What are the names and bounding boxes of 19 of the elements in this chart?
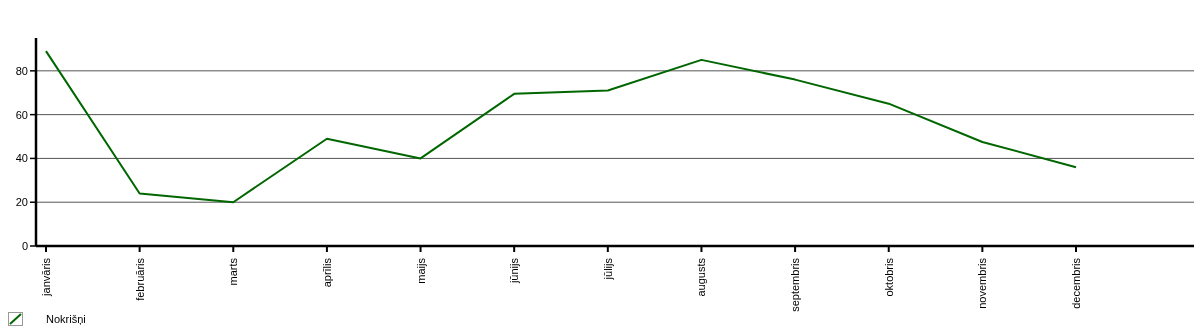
x-tick-label: jūlijs xyxy=(601,257,614,281)
y-tick-label: 60 xyxy=(15,108,28,121)
legend-label: Nokrišņi xyxy=(46,313,86,325)
y-tick-label: 0 xyxy=(21,239,28,252)
y-tick-label: 80 xyxy=(15,64,28,77)
x-tick-label: decembris xyxy=(1070,257,1082,309)
x-tick-label: septembris xyxy=(789,257,802,312)
x-tick-label: oktobris xyxy=(882,257,895,297)
x-tick-label: februāris xyxy=(133,257,146,301)
x-tick-label: augusts xyxy=(695,257,708,297)
line-series xyxy=(45,50,1077,204)
y-tick-label: 20 xyxy=(15,196,28,209)
x-tick-label: aprīlis xyxy=(320,257,333,288)
x-tick-label: marts xyxy=(227,257,240,286)
x-tick-label: maijs xyxy=(414,257,427,284)
x-tick-label: janvāris xyxy=(40,257,52,297)
x-tick-label: jūnijs xyxy=(508,257,521,285)
x-tick-label: novembris xyxy=(976,257,989,309)
y-tick-label: 40 xyxy=(15,152,28,165)
